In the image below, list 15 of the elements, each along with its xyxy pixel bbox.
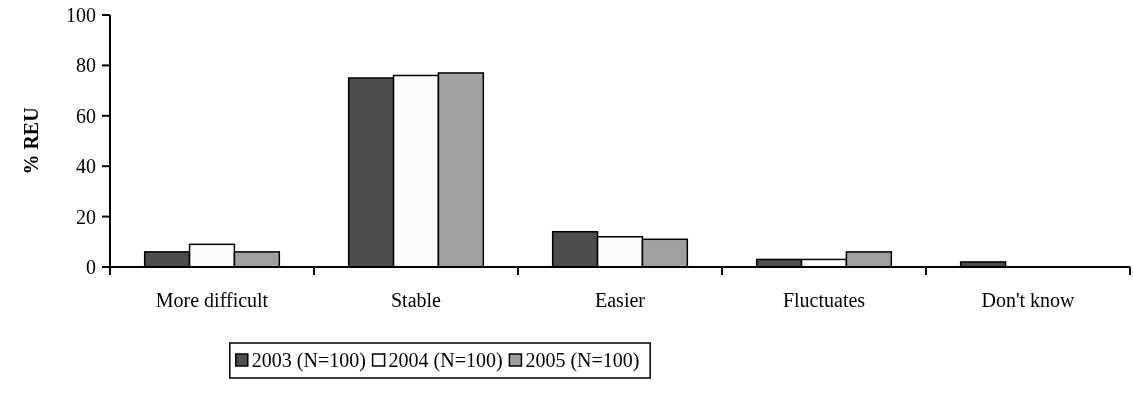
x-tick-label: Don't know xyxy=(981,289,1076,311)
legend-label: 2004 (N=100) xyxy=(388,349,503,372)
y-tick-label: 60 xyxy=(76,104,96,127)
y-tick-label: 100 xyxy=(66,4,96,26)
legend-label: 2005 (N=100) xyxy=(525,349,640,372)
x-tick-label: Easier xyxy=(595,289,646,311)
x-tick-label: More difficult xyxy=(155,289,269,311)
y-tick-label: 20 xyxy=(76,205,96,228)
legend-label: 2003 (N=100) xyxy=(251,349,366,372)
y-tick-label: 0 xyxy=(86,256,96,278)
x-tick-label: Stable xyxy=(391,289,442,311)
y-tick-label: 80 xyxy=(76,54,96,77)
y-axis-title: % REU xyxy=(20,107,42,175)
x-tick-label: Fluctuates xyxy=(782,289,866,311)
y-tick-label: 40 xyxy=(76,155,96,178)
